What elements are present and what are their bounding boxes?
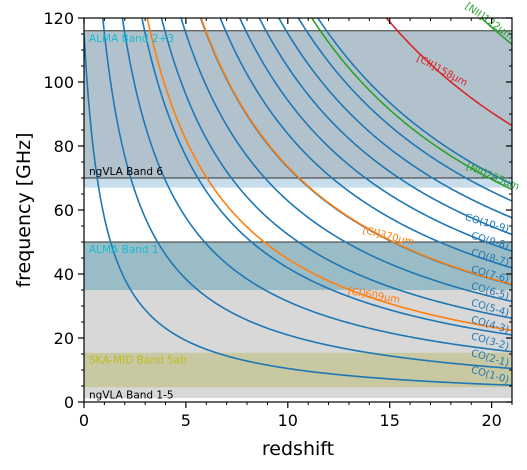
band-label-4: SKA-MID Band 5ab (89, 355, 187, 367)
band-label-0: ALMA Band 2+3 (89, 33, 174, 45)
series-line-3 (141, 18, 512, 336)
x-axis-title: redshift (262, 438, 334, 460)
x-tick-label-1: 5 (181, 411, 191, 430)
band-0 (84, 30, 512, 188)
band-1 (84, 30, 512, 178)
y-tick-label-4: 80 (54, 137, 74, 156)
series-line-10 (146, 18, 512, 332)
series-line-extra-2 (316, 18, 512, 185)
y-tick-label-1: 20 (54, 329, 74, 348)
y-axis-title: frequency [GHz] (13, 132, 35, 287)
band-label-1: ngVLA Band 6 (89, 166, 163, 178)
series-line-extra-0 (277, 18, 512, 219)
series-line-extra-1 (297, 18, 512, 202)
series-line-11 (200, 18, 512, 286)
x-tick-label-2: 10 (278, 411, 298, 430)
series-line-8 (238, 18, 512, 252)
series-line-0 (84, 33, 512, 387)
series-line-2 (121, 18, 512, 353)
ticks-layer: 0 5 10 15 20 0 20 40 60 80 100 120 (43, 9, 513, 430)
y-tick-label-0: 0 (64, 393, 74, 412)
y-tick-label-6: 120 (43, 9, 74, 28)
series-line-9 (258, 18, 512, 236)
series-line-5 (180, 18, 512, 303)
series-line-13 (385, 18, 512, 127)
y-tick-label-5: 100 (43, 73, 74, 92)
band-labels-layer: ALMA Band 2+3 ngVLA Band 6 ALMA Band 1 SKA-… (89, 33, 187, 401)
y-tick-label-3: 60 (54, 201, 74, 220)
x-tick-label-0: 0 (79, 411, 89, 430)
series-label-9: CO(10-9) (464, 212, 511, 235)
series-line-7 (219, 18, 512, 269)
y-tick-label-2: 40 (54, 265, 74, 284)
series-line-4 (160, 18, 512, 319)
series-line-1 (101, 18, 512, 370)
x-tick-label-3: 15 (380, 411, 400, 430)
series-line-12 (310, 18, 512, 191)
curves-layer (84, 18, 512, 387)
x-tick-label-4: 20 (481, 411, 501, 430)
band-label-2: ALMA Band 1 (89, 244, 159, 256)
band-label-5: ngVLA Band 1-5 (89, 389, 174, 401)
